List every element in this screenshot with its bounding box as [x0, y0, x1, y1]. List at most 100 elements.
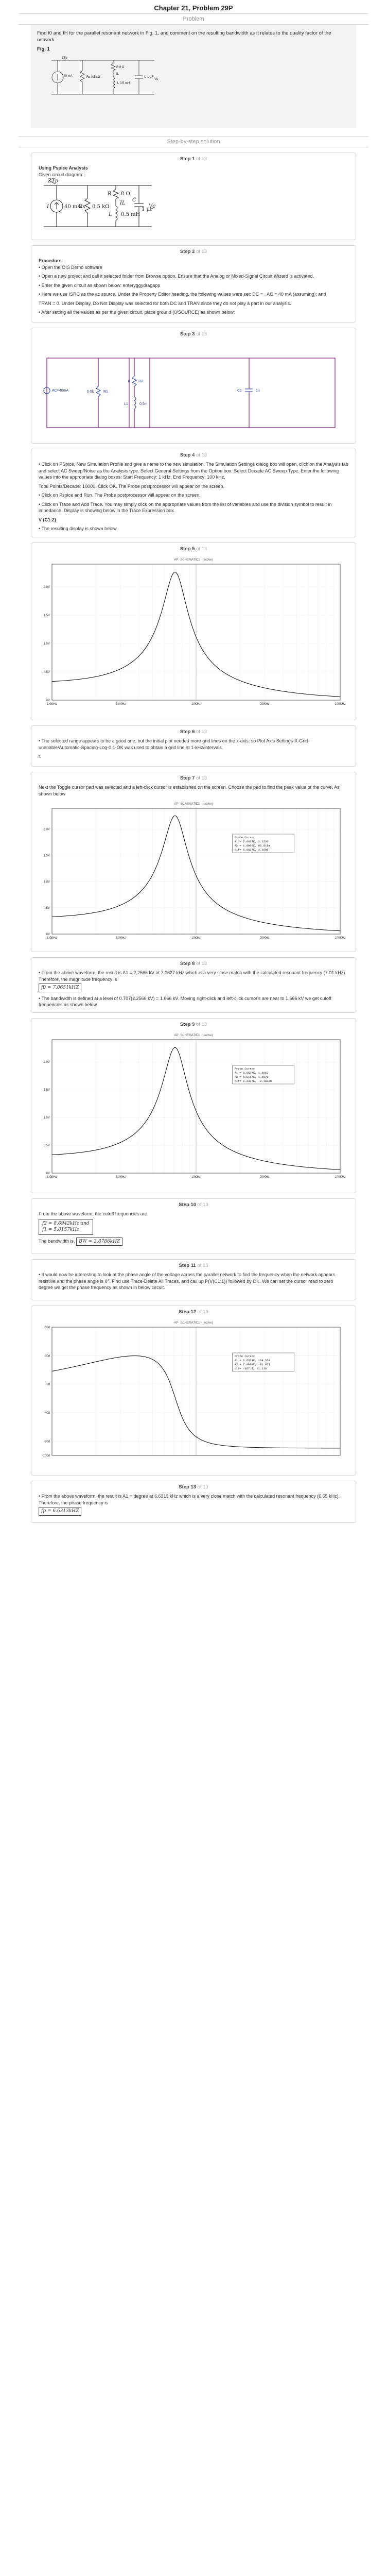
c1-lv: 0.5 mH — [121, 212, 140, 217]
list-item: • Click on PSpice, New Simulation Profil… — [39, 462, 348, 480]
y-tick-label: 0.5V — [44, 671, 50, 674]
probe-cursor-line: dif= -367.8, 81.236 — [235, 1367, 267, 1370]
x-tick-label: 30KHz — [260, 937, 270, 940]
step-of: of 13 — [196, 961, 207, 967]
c1-il: IL — [119, 200, 126, 206]
c1-rv: 8 Ω — [121, 191, 130, 197]
step-title: Using Pspice Analysis — [39, 165, 88, 171]
step-number: Step 4 — [180, 452, 195, 458]
step-number: Step 11 — [179, 1263, 196, 1268]
step-number: Step 3 — [180, 331, 195, 337]
step-of: of 13 — [196, 331, 207, 337]
plot-background — [31, 1318, 356, 1470]
list-item: Total Points/Decade: 10000. Click OK. Th… — [39, 483, 225, 489]
list-item: • After setting all the values as per th… — [39, 310, 235, 315]
fp-result: fp = 6.6313kHZ — [39, 1507, 82, 1516]
y-tick-label: 0.5V — [44, 907, 50, 910]
problem-section-bar: Problem — [19, 13, 368, 25]
step-number: Step 13 — [179, 1484, 196, 1490]
x-tick-label: 1.0KHz — [47, 703, 57, 706]
probe-cursor-line: dif= 2.2347K, -2.1838m — [235, 1079, 272, 1083]
step-5: Step 5 of 13 AP· SCHEMATIC1 · (active) 0V… — [31, 543, 356, 720]
fig-rs-label: Rs 0.5 kΩ — [86, 76, 100, 79]
x-tick-label: 100KHz — [335, 1176, 345, 1179]
probe-cursor-box — [232, 834, 294, 853]
step-number: Step 6 — [180, 729, 195, 735]
y-tick-label: 1.5V — [44, 1089, 50, 1092]
probe-cursor-line: Probe Cursor — [235, 836, 255, 839]
fig-label: Fig. 1 — [37, 46, 50, 52]
y-tick-label: 2.0V — [44, 828, 50, 832]
bw-result: BW = 2.8786kHZ — [76, 1237, 123, 1246]
step-of: of 13 — [196, 156, 207, 162]
sch-l1: L1 — [124, 402, 128, 406]
c1-rs: Rs — [78, 204, 85, 210]
c1-ztp: ZTp — [47, 178, 59, 184]
step-13: Step 13 of 13 • From the above waveform,… — [31, 1481, 356, 1523]
series-line — [51, 815, 341, 931]
step-text: • From the above waveform, the result is… — [39, 970, 346, 982]
list-item: TRAN = 0. Under Display, Do Not Display … — [39, 300, 291, 306]
step-body: • Click on PSpice, New Simulation Profil… — [31, 461, 356, 537]
step-of: of 13 — [196, 452, 207, 458]
probe-cursor-line: A1 = 7.0627K, 2.2566 — [235, 840, 269, 843]
step-subtitle: Given circuit diagram: — [39, 172, 84, 177]
step-header: Step 1 of 13 — [31, 153, 356, 165]
list-item: • Here we use ISRC as the ac source. Und… — [39, 292, 326, 297]
fo-result: f0 = 7.0651kHZ — [39, 984, 82, 992]
probe-cursor-line: A1 = 8.0504K, 1.6057 — [235, 1071, 269, 1075]
step-header: Step 10 of 13 — [31, 1199, 356, 1211]
step-body: Procedure: • Open the OIS Demo software … — [31, 258, 356, 322]
step-of: of 13 — [196, 546, 207, 552]
fig-vc-label: Vc — [154, 78, 158, 81]
problem-statement: Find f0 and fH for the parallel resonant… — [37, 30, 331, 43]
y-tick-label: 80d — [45, 1326, 50, 1329]
step-list: • The selected range appears to be a goo… — [39, 738, 348, 760]
step-8: Step 8 of 13 • From the above waveform, … — [31, 957, 356, 1013]
list-item: • Open the OIS Demo software — [39, 264, 102, 270]
probe-cursor-line: dif= 6.0627K, 2.1698 — [235, 848, 269, 852]
magnitude-plot-2: AP· SCHEMATIC1 · (active) 0V 0.5V 1.0V 1.5V 2… — [31, 799, 356, 948]
sch-l1v: 0.5m — [139, 402, 148, 406]
step-6: Step 6 of 13 • The selected range appear… — [31, 725, 356, 767]
step-10: Step 10 of 13 From the above waveform, t… — [31, 1198, 356, 1254]
y-tick-label: -100d — [42, 1454, 50, 1458]
magnitude-plot-3: AP· SCHEMATIC1 · (active) 0V 0.5V 1.0V 1.5V 2… — [31, 1030, 356, 1188]
probe-cursor-line: A1 = 6.6373K, 164.55m — [235, 1359, 271, 1362]
list-item: • The selected range appears to be a goo… — [39, 738, 310, 750]
list-item: • The resulting display is shown below — [39, 526, 117, 531]
step-12: Step 12 of 13 AP· SCHEMATIC1 · (active) 8… — [31, 1306, 356, 1476]
step-number: Step 12 — [179, 1309, 196, 1315]
step-11: Step 11 of 13 • It would now be interest… — [31, 1259, 356, 1300]
probe-cursor-line: A2 = 1.0000K, 86.818m — [235, 844, 271, 848]
y-tick-label: 1.0V — [44, 642, 50, 646]
sch-r1: R1 — [103, 390, 108, 394]
plot-background — [31, 799, 356, 948]
list-item: V (C1:2) — [39, 517, 57, 522]
step-body: Next the Toggle cursor pad was selected … — [31, 784, 356, 799]
fig1-circuit-diagram: I 40 mA Rs 0.5 kΩ R 8 Ω L 0.5 mH C 1 μF … — [51, 57, 158, 95]
y-tick-label: 1.5V — [44, 855, 50, 858]
plot-title: AP· SCHEMATIC1 · (active) — [174, 803, 213, 806]
step-number: Step 9 — [180, 1022, 195, 1027]
step-title: Procedure: — [39, 258, 63, 263]
bw-label: The bandwidth is, — [39, 1238, 75, 1244]
step-number: Step 8 — [180, 961, 195, 967]
step-number: Step 5 — [180, 546, 195, 552]
fig-c-label: C 1 μF — [144, 76, 153, 79]
magnitude-plot-1: AP· SCHEMATIC1 · (active) 0V 0.5V 1.0V 1.5V 2… — [31, 555, 356, 715]
probe-cursor-line: Probe Cursor — [235, 1067, 255, 1071]
c1-r: R — [107, 191, 112, 197]
x-tick-label: 100KHz — [335, 937, 345, 940]
step-1: Step 1 of 13 Using Pspice Analysis Given… — [31, 152, 356, 240]
step-header: Step 11 of 13 — [31, 1260, 356, 1272]
list-item: • Enter the given circuit as shown below… — [39, 282, 161, 288]
step-body: • The selected range appears to be a goo… — [31, 738, 356, 766]
y-tick-label: -80d — [44, 1440, 50, 1443]
f1-value: f1 = 5.8157kHz — [42, 1227, 79, 1232]
y-tick-label: 1.0V — [44, 880, 50, 884]
x-tick-label: 100KHz — [335, 703, 345, 706]
step-4: Step 4 of 13 • Click on PSpice, New Simu… — [31, 449, 356, 537]
step-text: • The bandwidth is defined at a level of… — [39, 995, 331, 1008]
y-tick-label: 1.5V — [44, 614, 50, 617]
